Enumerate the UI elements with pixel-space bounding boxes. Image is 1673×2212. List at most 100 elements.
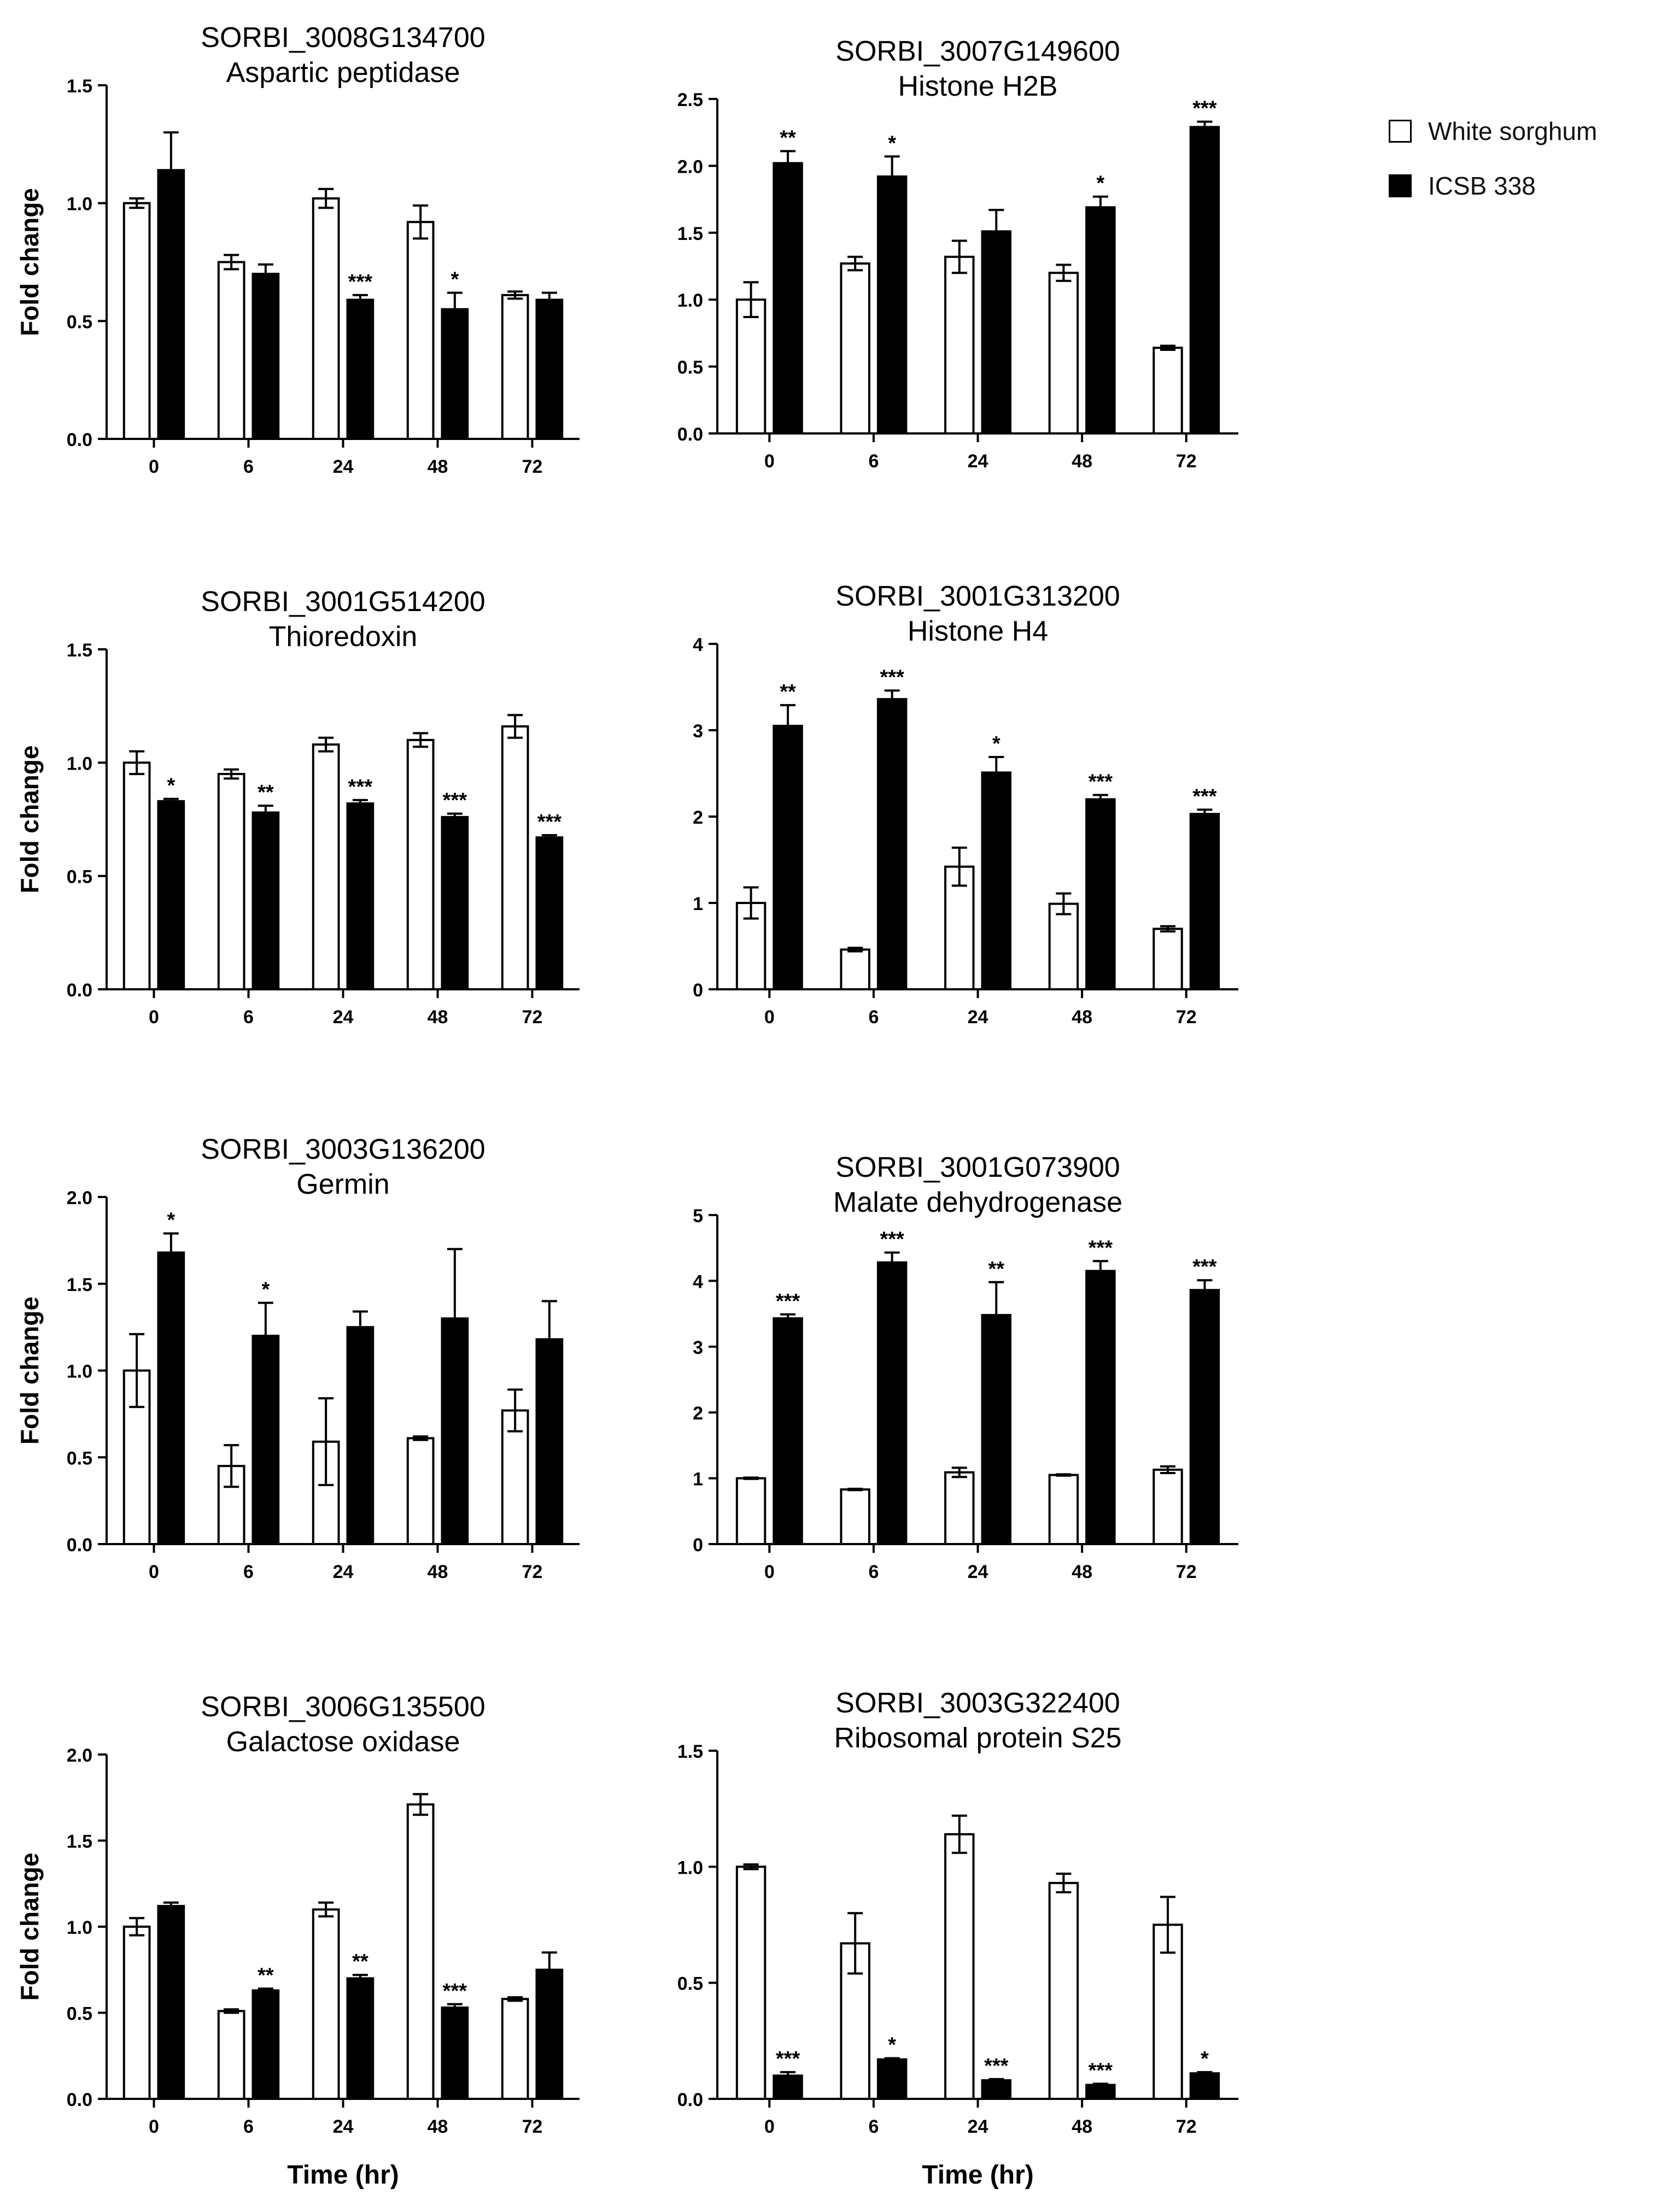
y-tick-label: 0.5: [67, 867, 92, 888]
y-tick-label: 0: [693, 980, 703, 1001]
bar-white-sorghum: [312, 197, 340, 440]
significance-label: ***: [776, 1290, 800, 1313]
y-tick-label: 3: [693, 1337, 703, 1358]
chart-title: SORBI_3003G322400: [835, 1687, 1120, 1719]
y-tick-label: 0.0: [67, 980, 92, 1001]
y-tick-label: 2.0: [67, 1745, 92, 1766]
bar-white-sorghum: [944, 865, 975, 991]
significance-label: ***: [348, 776, 373, 799]
y-tick-label: 1.5: [67, 640, 92, 661]
bar-white-sorghum: [1153, 1468, 1183, 1545]
legend-item-white-sorghum: White sorghum: [1389, 104, 1597, 159]
bar-white-sorghum: [1153, 347, 1183, 435]
bar-white-sorghum: [1048, 1474, 1079, 1546]
y-axis-label: Fold change: [15, 1853, 44, 2001]
x-tick-label: 48: [428, 1007, 448, 1028]
bar-icsb-338: [535, 298, 564, 440]
x-tick-label: 48: [428, 1562, 448, 1582]
bar-icsb-338: [876, 1261, 908, 1545]
x-tick-label: 6: [868, 451, 879, 472]
bar-white-sorghum: [122, 1369, 151, 1545]
bar-icsb-338: [346, 1326, 375, 1545]
bar-white-sorghum: [406, 738, 435, 991]
x-axis-label: Time (hr): [922, 2161, 1033, 2190]
bar-icsb-338: [535, 1968, 564, 2100]
legend-swatch-black: [1389, 174, 1412, 197]
x-tick-label: 72: [522, 1562, 543, 1582]
chart-subtitle: Galactose oxidase: [226, 1726, 460, 1758]
bar-icsb-338: [981, 2079, 1011, 2100]
bar-icsb-338: [1189, 813, 1220, 990]
bar-icsb-338: [1085, 2084, 1116, 2100]
x-tick-label: 48: [1072, 451, 1092, 472]
chart-subtitle: Malate dehydrogenase: [833, 1187, 1122, 1218]
y-tick-label: 0.5: [677, 357, 703, 378]
y-tick-label: 0.0: [67, 2090, 92, 2110]
bar-white-sorghum: [840, 1488, 870, 1546]
y-tick-label: 4: [693, 1271, 703, 1292]
x-tick-label: 24: [333, 1562, 354, 1582]
chart-title: SORBI_3001G514200: [201, 586, 485, 618]
bar-white-sorghum: [406, 1437, 435, 1545]
bar-white-sorghum: [735, 1865, 767, 2100]
y-tick-label: 4: [693, 635, 703, 655]
significance-label: ***: [880, 666, 904, 689]
x-tick-label: 72: [522, 456, 543, 477]
significance-label: **: [352, 1950, 368, 1973]
chart-title: SORBI_3006G135500: [201, 1691, 485, 1723]
significance-label: ***: [443, 789, 467, 812]
bar-icsb-338: [876, 2058, 908, 2100]
x-tick-label: 48: [1072, 2116, 1092, 2137]
bar-white-sorghum: [1048, 902, 1079, 990]
x-tick-label: 24: [968, 1562, 988, 1582]
bar-white-sorghum: [217, 773, 245, 990]
bar-white-sorghum: [501, 294, 529, 440]
bar-white-sorghum: [1153, 928, 1183, 991]
bar-icsb-338: [441, 2006, 469, 2100]
chart-subtitle: Ribosomal protein S25: [834, 1722, 1121, 1754]
bar-white-sorghum: [312, 1908, 340, 2100]
significance-label: ***: [776, 2047, 800, 2070]
chart-title: SORBI_3001G073900: [835, 1152, 1120, 1183]
x-axis-label: Time (hr): [287, 2161, 399, 2190]
legend-swatch-white: [1389, 120, 1412, 143]
significance-label: ***: [443, 1980, 467, 2003]
x-tick-label: 6: [868, 1007, 879, 1028]
y-tick-label: 1.0: [67, 753, 92, 774]
y-tick-label: 2: [693, 1403, 703, 1424]
bar-white-sorghum: [1048, 1882, 1079, 2100]
x-tick-label: 0: [149, 1562, 159, 1582]
bar-icsb-338: [773, 1317, 803, 1546]
significance-label: ***: [348, 271, 373, 294]
bar-white-sorghum: [944, 255, 975, 435]
y-tick-label: 1.0: [67, 1917, 92, 1938]
legend-label: ICSB 338: [1428, 172, 1536, 200]
x-tick-label: 24: [333, 456, 354, 477]
bar-white-sorghum: [944, 1833, 975, 2100]
y-axis-label: Fold change: [15, 188, 44, 336]
x-tick-label: 0: [149, 1007, 159, 1028]
bar-white-sorghum: [501, 1998, 529, 2100]
significance-label: **: [258, 781, 274, 804]
significance-label: **: [780, 126, 796, 149]
bar-white-sorghum: [406, 221, 435, 440]
x-tick-label: 6: [243, 1007, 254, 1028]
y-tick-label: 0.0: [677, 424, 703, 445]
x-tick-label: 0: [149, 2116, 159, 2137]
bar-icsb-338: [535, 836, 564, 990]
y-axis-label: Fold change: [15, 746, 44, 894]
bar-white-sorghum: [735, 1477, 767, 1546]
chart-subtitle: Histone H2B: [898, 71, 1058, 102]
y-tick-label: 2.5: [677, 90, 703, 110]
bar-white-sorghum: [406, 1803, 435, 2100]
x-tick-label: 6: [243, 2116, 254, 2137]
x-tick-label: 48: [1072, 1007, 1092, 1028]
legend-item-icsb-338: ICSB 338: [1389, 159, 1597, 213]
x-tick-label: 72: [1176, 1007, 1197, 1028]
chart-panel-6: SORBI_3001G073900 Malate dehydrogenase 0 1 2…: [693, 1152, 1238, 1582]
chart-subtitle: Thioredoxin: [269, 621, 418, 653]
y-tick-label: 0.0: [677, 2090, 703, 2110]
x-tick-label: 72: [1176, 451, 1197, 472]
